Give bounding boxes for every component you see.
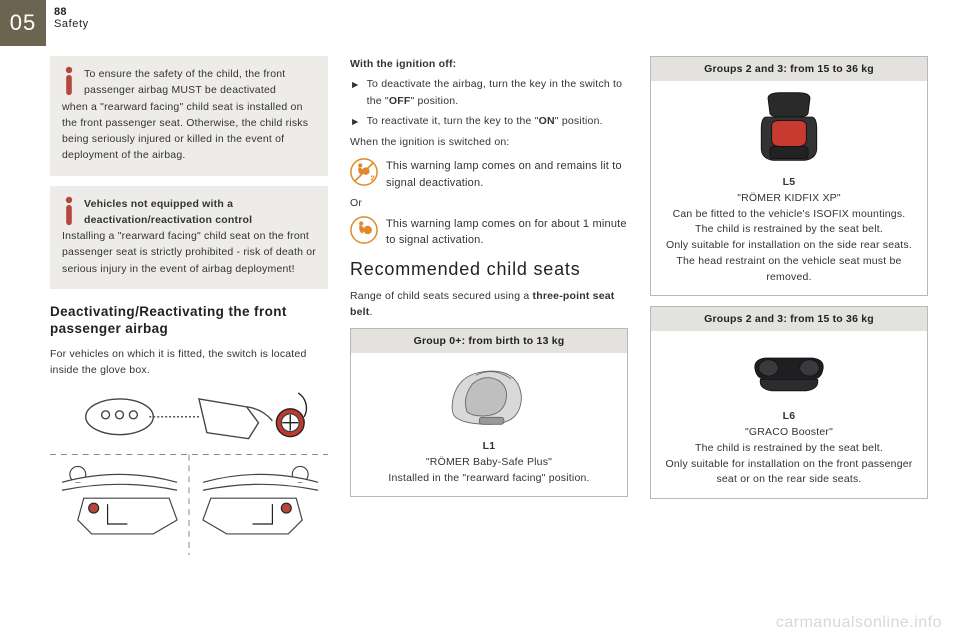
seat-l6-illustration <box>744 341 834 403</box>
warning-box-2: Vehicles not equipped with a deactivatio… <box>50 186 328 289</box>
ignition-on-text: When the ignition is switched on: <box>350 134 628 150</box>
page-number: 88 <box>54 6 89 18</box>
column-1: To ensure the safety of the child, the f… <box>50 56 328 555</box>
airbag-on-lamp-icon <box>350 216 378 244</box>
lamp-text: This warning lamp comes on and remains l… <box>386 158 628 191</box>
chapter-badge: 05 <box>0 0 46 46</box>
seat-l5-illustration <box>744 91 834 169</box>
step-deactivate: ► To deactivate the airbag, turn the key… <box>350 76 628 109</box>
step-text: " position. <box>555 115 603 127</box>
seat-desc: Only suitable for installation on the si… <box>661 238 917 254</box>
seat-box-group0: Group 0+: from birth to 13 kg L1 "RÖMER … <box>350 328 628 497</box>
seat-l1-illustration <box>439 363 539 433</box>
lamp-text: This warning lamp comes on for about 1 m… <box>386 216 628 249</box>
step-text: To reactivate it, turn the key to the " <box>367 115 539 127</box>
bullet-arrow-icon: ► <box>350 113 361 130</box>
watermark: carmanualsonline.info <box>776 614 942 632</box>
seat-label: L5 <box>661 175 917 191</box>
seat-desc: The head restraint on the vehicle seat m… <box>661 254 917 286</box>
or-label: Or <box>350 195 628 211</box>
lamp-row-activation: This warning lamp comes on for about 1 m… <box>350 216 628 249</box>
on-label: ON <box>539 115 555 127</box>
seat-desc: Only suitable for installation on the fr… <box>661 457 917 489</box>
range-text: Range of child seats secured using a thr… <box>350 288 628 321</box>
airbag-off-lamp-icon: 2 <box>350 158 378 186</box>
bullet-arrow-icon: ► <box>350 76 361 93</box>
seat-name: "RÖMER KIDFIX XP" <box>661 191 917 207</box>
column-2: With the ignition off: ► To deactivate t… <box>350 56 628 555</box>
body-text: For vehicles on which it is fitted, the … <box>50 346 328 379</box>
seat-group-title: Groups 2 and 3: from 15 to 36 kg <box>651 307 927 331</box>
seat-group-title: Group 0+: from birth to 13 kg <box>351 329 627 353</box>
seat-name: "GRACO Booster" <box>661 425 917 441</box>
page-header: 88 Safety <box>54 6 89 30</box>
heading-ignition-off: With the ignition off: <box>350 58 456 70</box>
seat-desc: Can be fitted to the vehicle's ISOFIX mo… <box>661 207 917 223</box>
seat-name: "RÖMER Baby-Safe Plus" <box>361 455 617 471</box>
seat-desc: The child is restrained by the seat belt… <box>661 222 917 238</box>
warning-icon <box>62 196 76 229</box>
warning-text: Installing a "rearward facing" child sea… <box>62 228 316 277</box>
warning-box-1: To ensure the safety of the child, the f… <box>50 56 328 176</box>
illustration-key-glovebox <box>50 387 328 556</box>
seat-desc: The child is restrained by the seat belt… <box>661 441 917 457</box>
warning-text-cont: when a "rearward facing" child seat is i… <box>62 99 316 164</box>
seat-label: L6 <box>661 409 917 425</box>
step-reactivate: ► To reactivate it, turn the key to the … <box>350 113 628 130</box>
step-text: " position. <box>410 95 458 107</box>
subheading-deactivate: Deactivating/Reactivating the front pass… <box>50 303 328 338</box>
seat-group-title: Groups 2 and 3: from 15 to 36 kg <box>651 57 927 81</box>
seat-box-l6: Groups 2 and 3: from 15 to 36 kg L6 "GRA… <box>650 306 928 499</box>
warning-text: To ensure the safety of the child, the f… <box>84 66 316 99</box>
column-3: Groups 2 and 3: from 15 to 36 kg L5 "RÖM… <box>650 56 928 555</box>
warning-icon <box>62 66 76 99</box>
off-label: OFF <box>389 95 411 107</box>
seat-desc: Installed in the "rearward facing" posit… <box>361 471 617 487</box>
seat-label: L1 <box>361 439 617 455</box>
lamp-row-deactivation: 2 This warning lamp comes on and remains… <box>350 158 628 191</box>
seat-box-l5: Groups 2 and 3: from 15 to 36 kg L5 "RÖM… <box>650 56 928 296</box>
warning-title: Vehicles not equipped with a deactivatio… <box>84 196 316 229</box>
svg-text:2: 2 <box>371 174 375 183</box>
section-title: Safety <box>54 18 89 30</box>
heading-recommended-seats: Recommended child seats <box>350 259 628 280</box>
